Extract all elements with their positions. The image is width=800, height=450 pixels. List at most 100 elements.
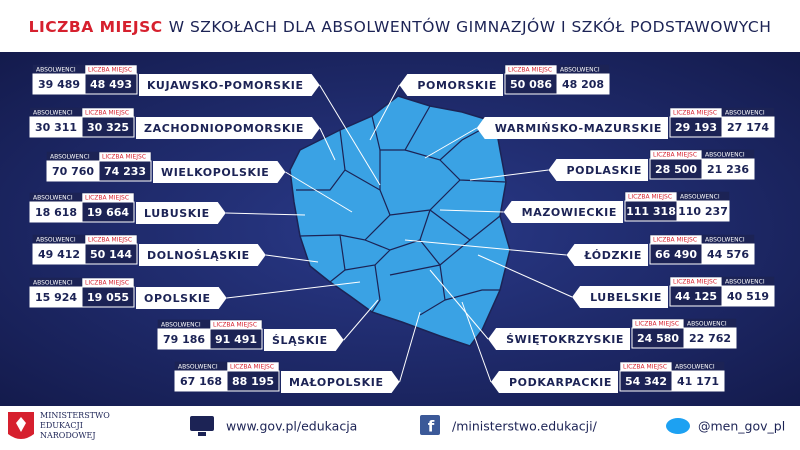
leader-line bbox=[319, 84, 381, 186]
cell-value bbox=[209, 328, 263, 350]
cell-value-text: 79 186 bbox=[163, 333, 205, 346]
cell-value bbox=[84, 73, 138, 95]
facebook-link[interactable]: /ministerstwo.edukacji/ bbox=[452, 419, 598, 434]
leader-line bbox=[225, 212, 306, 216]
twitter-icon bbox=[666, 418, 690, 434]
region-name: LUBUSKIE bbox=[144, 207, 210, 220]
cell-value bbox=[226, 370, 280, 392]
leader-line bbox=[424, 127, 478, 159]
twitter-link[interactable]: @men_gov_pl bbox=[698, 419, 785, 434]
cell-header-label: LICZBA MIEJSC bbox=[673, 109, 717, 116]
cell-header-label: ABSOLWENCI bbox=[33, 279, 73, 286]
cell-value bbox=[721, 285, 775, 307]
cell-value-text: 44 576 bbox=[707, 248, 749, 261]
emblem bbox=[8, 412, 34, 439]
cell-value-text: 29 193 bbox=[675, 121, 717, 134]
cell-value bbox=[701, 243, 755, 265]
cell-header-label: ABSOLWENCI bbox=[725, 278, 765, 285]
cell-value bbox=[556, 73, 610, 95]
leader-line bbox=[404, 239, 567, 256]
cell-header-label: ABSOLWENCI bbox=[680, 193, 720, 200]
leader-line bbox=[399, 311, 421, 383]
cell-value-text: 49 412 bbox=[38, 248, 80, 261]
cell-value-text: 50 144 bbox=[90, 248, 132, 261]
cell-value-text: 27 174 bbox=[727, 121, 769, 134]
cell-value-text: 18 618 bbox=[35, 206, 77, 219]
leader-line bbox=[369, 84, 400, 141]
cell-value-text: 30 325 bbox=[87, 121, 129, 134]
name-pill bbox=[476, 117, 668, 139]
cell-value bbox=[98, 160, 152, 182]
leader-line bbox=[343, 299, 379, 341]
cell-value bbox=[701, 158, 755, 180]
name-pill bbox=[136, 202, 226, 224]
region-name: DOLNOŚLĄSKIE bbox=[147, 249, 250, 262]
region-name: KUJAWSKO-POMORSKIE bbox=[147, 79, 304, 92]
cell-header-label: LICZBA MIEJSC bbox=[635, 320, 679, 327]
cell-value-text: 91 491 bbox=[215, 333, 257, 346]
cell-header-label: ABSOLWENCI bbox=[178, 363, 218, 370]
cell-header-label: ABSOLWENCI bbox=[161, 321, 201, 328]
cell-header-label: ABSOLWENCI bbox=[36, 236, 76, 243]
cell-header-label: LICZBA MIEJSC bbox=[230, 363, 274, 370]
leader-line bbox=[439, 209, 504, 213]
leader-line bbox=[461, 301, 492, 383]
leader-line bbox=[226, 281, 361, 299]
cell-value-text: 30 311 bbox=[35, 121, 77, 134]
facebook-icon: f bbox=[420, 415, 440, 436]
cell-value-text: 48 493 bbox=[90, 78, 132, 91]
cell-header-label: LICZBA MIEJSC bbox=[213, 321, 257, 328]
name-pill bbox=[488, 328, 630, 350]
cell-value-text: 66 490 bbox=[655, 248, 697, 261]
cell-value bbox=[81, 116, 135, 138]
cell-value-text: 88 195 bbox=[232, 375, 274, 388]
region-name: MAZOWIECKIE bbox=[522, 206, 617, 219]
cell-header-label: ABSOLWENCI bbox=[705, 236, 745, 243]
cell-value-text: 70 760 bbox=[52, 165, 94, 178]
leader-line bbox=[429, 269, 489, 340]
leader-line bbox=[319, 127, 336, 161]
cell-value-text: 22 762 bbox=[689, 332, 731, 345]
website-link[interactable]: www.gov.pl/edukacja bbox=[226, 419, 357, 434]
web-icon bbox=[190, 416, 214, 436]
cell-value-text: 19 055 bbox=[87, 291, 129, 304]
cell-value-text: 28 500 bbox=[655, 163, 697, 176]
leader-line bbox=[469, 169, 549, 181]
region-name: OPOLSKIE bbox=[144, 292, 211, 305]
leader-line bbox=[477, 254, 573, 298]
cell-header-label: LICZBA MIEJSC bbox=[102, 153, 146, 160]
cell-value-text: 111 318 bbox=[626, 205, 676, 218]
cell-value-text: 74 233 bbox=[104, 165, 146, 178]
cell-value-text: 15 924 bbox=[35, 291, 77, 304]
cell-header-label: LICZBA MIEJSC bbox=[508, 66, 552, 73]
cell-value-text: 39 489 bbox=[38, 78, 80, 91]
cell-header-label: LICZBA MIEJSC bbox=[653, 151, 697, 158]
cell-header-label: LICZBA MIEJSC bbox=[653, 236, 697, 243]
cell-value-text: 54 342 bbox=[625, 375, 667, 388]
title: LICZBA MIEJSC W SZKOŁACH DLA ABSOLWENTÓW … bbox=[29, 17, 772, 36]
region-name: ŁÓDZKIE bbox=[584, 249, 642, 262]
cell-header-label: ABSOLWENCI bbox=[50, 153, 90, 160]
name-pill bbox=[136, 117, 320, 139]
cell-header-label: ABSOLWENCI bbox=[705, 151, 745, 158]
cell-value-text: 40 519 bbox=[727, 290, 769, 303]
cell-value-text: 44 125 bbox=[675, 290, 717, 303]
voivodeship-borders bbox=[296, 105, 507, 316]
name-pill bbox=[490, 371, 618, 393]
title-highlight: LICZBA MIEJSC bbox=[29, 18, 163, 36]
region-labels: ABSOLWENCI 39 489 LICZBA MIEJSC 48 493 KUJAW… bbox=[29, 64, 775, 393]
cell-header-label: LICZBA MIEJSC bbox=[628, 193, 672, 200]
ministry-line: EDUKACJI bbox=[40, 421, 83, 430]
region-name: MAŁOPOLSKIE bbox=[289, 376, 384, 389]
region-name: PODLASKIE bbox=[566, 164, 642, 177]
cell-header-label: LICZBA MIEJSC bbox=[623, 363, 667, 370]
region-name: POMORSKIE bbox=[417, 79, 497, 92]
region-name: ŚLĄSKIE bbox=[272, 334, 328, 347]
name-pill bbox=[281, 371, 400, 393]
cell-value bbox=[676, 200, 730, 222]
cell-value-text: 50 086 bbox=[510, 78, 552, 91]
name-pill bbox=[139, 74, 320, 96]
title-rest: W SZKOŁACH DLA ABSOLWENTÓW GIMNAZJÓW I S… bbox=[169, 17, 772, 36]
name-pill bbox=[572, 286, 668, 308]
